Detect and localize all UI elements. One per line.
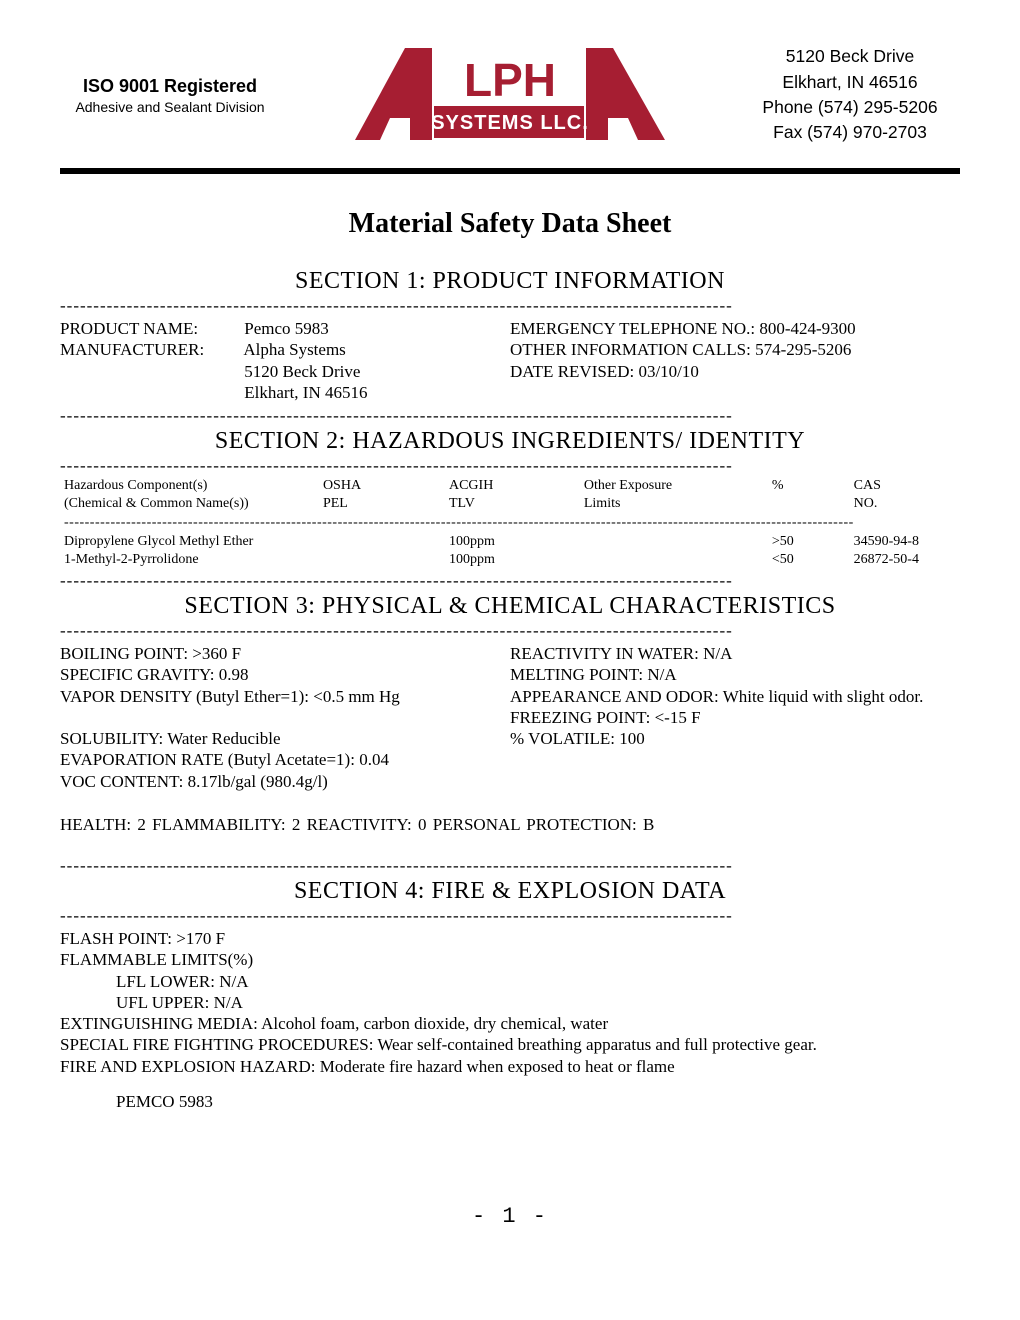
haz-pct: >50 (770, 534, 850, 550)
section3-left: BOILING POINT: >360 F SPECIFIC GRAVITY: … (60, 643, 510, 792)
svg-text:LPH: LPH (464, 54, 556, 106)
evaporation-rate: EVAPORATION RATE (Butyl Acetate=1): 0.04 (60, 749, 510, 770)
hazard-table: Hazardous Component(s) OSHA ACGIH Other … (60, 476, 960, 570)
product-name-label: PRODUCT NAME: (60, 318, 240, 339)
col-component: Hazardous Component(s) (64, 478, 207, 493)
col-cas-b: NO. (854, 496, 878, 511)
flash-point: FLASH POINT: >170 F (60, 928, 960, 949)
divider: ----------------------------------------… (64, 516, 956, 530)
col-pct: % (772, 478, 784, 493)
document-title: Material Safety Data Sheet (60, 208, 960, 240)
flammable-limits-label: FLAMMABLE LIMITS(%) (60, 949, 960, 970)
col-other-b: Limits (584, 496, 621, 511)
col-acgih: ACGIH (449, 478, 493, 493)
haz-name: Dipropylene Glycol Methyl Ether (62, 534, 319, 550)
other-info-phone: OTHER INFORMATION CALLS: 574-295-5206 (510, 339, 960, 360)
addr-line1: 5120 Beck Drive (740, 44, 960, 69)
manufacturer-value: Alpha Systems (243, 340, 345, 359)
divider: ----------------------------------------… (60, 857, 960, 874)
section2-title: SECTION 2: HAZARDOUS INGREDIENTS/ IDENTI… (60, 428, 960, 455)
divider: ----------------------------------------… (60, 572, 960, 589)
col-other: Other Exposure (584, 478, 672, 493)
haz-other (582, 552, 768, 568)
col-component-b: (Chemical & Common Name(s)) (64, 496, 249, 511)
haz-acgih: 100ppm (447, 552, 580, 568)
section1-left: PRODUCT NAME: Pemco 5983 MANUFACTURER: A… (60, 318, 510, 403)
boiling-point: BOILING POINT: >360 F (60, 643, 510, 664)
section1-body: PRODUCT NAME: Pemco 5983 MANUFACTURER: A… (60, 316, 960, 405)
fire-procedures: SPECIAL FIRE FIGHTING PROCEDURES: Wear s… (60, 1034, 960, 1055)
addr-fax: Fax (574) 970-2703 (740, 120, 960, 145)
haz-cas: 26872-50-4 (852, 552, 958, 568)
specific-gravity: SPECIFIC GRAVITY: 0.98 (60, 664, 510, 685)
iso-registration: ISO 9001 Registered (60, 76, 280, 97)
haz-name: 1-Methyl-2-Pyrrolidone (62, 552, 319, 568)
reactivity-water: REACTIVITY IN WATER: N/A (510, 643, 960, 664)
table-header-row: Hazardous Component(s) OSHA ACGIH Other … (62, 478, 958, 494)
addr-phone: Phone (574) 295-5206 (740, 95, 960, 120)
haz-pct: <50 (770, 552, 850, 568)
section3-right: REACTIVITY IN WATER: N/A MELTING POINT: … (510, 643, 960, 792)
section3-body: BOILING POINT: >360 F SPECIFIC GRAVITY: … (60, 641, 960, 794)
col-osha-b: PEL (323, 496, 348, 511)
table-row: 1-Methyl-2-Pyrrolidone 100ppm <50 26872-… (62, 552, 958, 568)
table-row: Dipropylene Glycol Methyl Ether 100ppm >… (62, 534, 958, 550)
addr-line2: Elkhart, IN 46516 (740, 70, 960, 95)
haz-acgih: 100ppm (447, 534, 580, 550)
divider: ----------------------------------------… (60, 907, 960, 924)
divider: ----------------------------------------… (60, 457, 960, 474)
col-osha: OSHA (323, 478, 361, 493)
alpha-systems-logo: LPH SYSTEMS LLC. (350, 40, 670, 150)
section1-title: SECTION 1: PRODUCT INFORMATION (60, 268, 960, 295)
voc-content: VOC CONTENT: 8.17lb/gal (980.4g/l) (60, 771, 510, 792)
fire-explosion-hazard: FIRE AND EXPLOSION HAZARD: Moderate fire… (60, 1056, 960, 1077)
logo-wrap: LPH SYSTEMS LLC. (280, 40, 740, 150)
footer-product-code: PEMCO 5983 (116, 1091, 960, 1112)
lfl-lower: LFL LOWER: N/A (116, 971, 960, 992)
extinguishing-media: EXTINGUISHING MEDIA: Alcohol foam, carbo… (60, 1013, 960, 1034)
division-line: Adhesive and Sealant Division (60, 99, 280, 115)
section4-title: SECTION 4: FIRE & EXPLOSION DATA (60, 878, 960, 905)
haz-osha (321, 534, 445, 550)
table-header-row2: (Chemical & Common Name(s)) PEL TLV Limi… (62, 496, 958, 512)
divider: ----------------------------------------… (60, 622, 960, 639)
page-number: - 1 - (60, 1204, 960, 1229)
svg-text:SYSTEMS LLC.: SYSTEMS LLC. (431, 112, 589, 134)
freezing-point: FREEZING POINT: <-15 F (510, 707, 960, 728)
haz-cas: 34590-94-8 (852, 534, 958, 550)
vapor-density: VAPOR DENSITY (Butyl Ether=1): <0.5 mm H… (60, 686, 510, 707)
haz-other (582, 534, 768, 550)
section3-title: SECTION 3: PHYSICAL & CHEMICAL CHARACTER… (60, 593, 960, 620)
col-cas: CAS (854, 478, 881, 493)
haz-osha (321, 552, 445, 568)
section4-body: FLASH POINT: >170 F FLAMMABLE LIMITS(%) … (60, 926, 960, 1114)
manufacturer-addr1: 5120 Beck Drive (244, 362, 360, 381)
appearance-odor: APPEARANCE AND ODOR: White liquid with s… (510, 686, 960, 707)
melting-point: MELTING POINT: N/A (510, 664, 960, 685)
product-name-value: Pemco 5983 (244, 319, 329, 338)
hmis-ratings: HEALTH: 2 FLAMMABILITY: 2 REACTIVITY: 0 … (60, 812, 960, 837)
ufl-upper: UFL UPPER: N/A (116, 992, 960, 1013)
divider: ----------------------------------------… (60, 407, 960, 424)
date-revised: DATE REVISED: 03/10/10 (510, 361, 960, 382)
header-left: ISO 9001 Registered Adhesive and Sealant… (60, 76, 280, 115)
page-header: ISO 9001 Registered Adhesive and Sealant… (60, 40, 960, 174)
divider: ----------------------------------------… (60, 297, 960, 314)
header-address: 5120 Beck Drive Elkhart, IN 46516 Phone … (740, 44, 960, 146)
emergency-phone: EMERGENCY TELEPHONE NO.: 800-424-9300 (510, 318, 960, 339)
pct-volatile: % VOLATILE: 100 (510, 728, 960, 749)
manufacturer-label: MANUFACTURER: (60, 339, 240, 360)
col-acgih-b: TLV (449, 496, 475, 511)
manufacturer-addr2: Elkhart, IN 46516 (244, 383, 367, 402)
section1-right: EMERGENCY TELEPHONE NO.: 800-424-9300 OT… (510, 318, 960, 403)
solubility: SOLUBILITY: Water Reducible (60, 728, 510, 749)
